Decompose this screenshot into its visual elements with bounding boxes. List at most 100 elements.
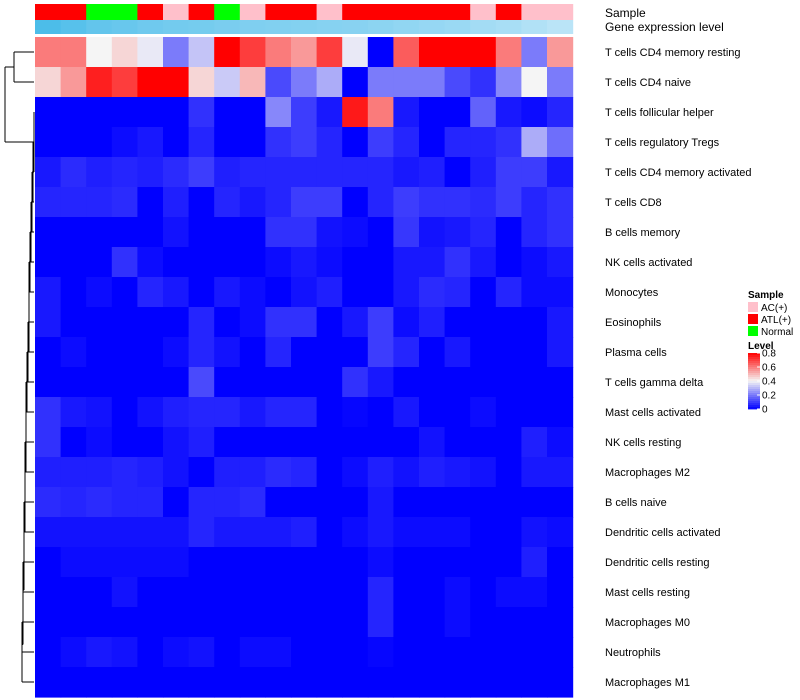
row-label: T cells CD4 naive [605,77,691,89]
heatmap-cell [214,307,241,338]
heatmap-cell [188,427,215,458]
heatmap-cell [111,67,138,98]
heatmap-cell [137,457,164,488]
heatmap-cell [419,337,446,368]
legend-tick-label: 0.6 [762,363,776,374]
heatmap-cell [137,247,164,278]
heatmap-cell [163,67,190,98]
legend-colorbar-step [748,359,760,362]
heatmap-cell [137,307,164,338]
heatmap-cell [367,127,394,158]
heatmap-cell [111,487,138,518]
heatmap-cell [367,457,394,488]
heatmap-cell [111,397,138,428]
heatmap-cell [444,217,471,248]
heatmap-cell [367,97,394,128]
heatmap-cell [86,457,113,488]
heatmap-cell [547,157,574,188]
legend-colorbar-step [748,393,760,396]
heatmap-cell [367,157,394,188]
heatmap-cell [86,37,113,68]
heatmap-cell [470,547,497,578]
heatmap-cell [265,67,292,98]
heatmap-cell [547,67,574,98]
heatmap-cell [60,97,87,128]
heatmap-cell [188,307,215,338]
heatmap-cell [342,67,369,98]
legend-colorbar-step [748,379,760,382]
heatmap-cell [521,637,548,668]
heatmap-cell [393,127,420,158]
heatmap-cell [188,247,215,278]
heatmap-cell [35,667,62,698]
heatmap-cell [188,517,215,548]
heatmap-cell [470,157,497,188]
heatmap-cell [60,667,87,698]
row-dendrogram [4,51,35,683]
heatmap-cell [444,127,471,158]
expression-annotation-cell [316,20,343,34]
heatmap-cell [495,67,522,98]
heatmap-cell [521,97,548,128]
heatmap-cell [163,607,190,638]
legend-colorbar-step [748,371,760,374]
heatmap-cell [393,427,420,458]
heatmap-cell [444,667,471,698]
heatmap-cell [137,277,164,308]
heatmap-cell [60,457,87,488]
sample-annotation-cell [163,4,190,20]
heatmap-cell [86,487,113,518]
row-label: Macrophages M0 [605,617,690,629]
heatmap-cell [188,217,215,248]
sample-annotation-cell [239,4,266,20]
heatmap-cell [393,397,420,428]
heatmap-cell [367,337,394,368]
heatmap-cell [163,487,190,518]
heatmap-cell [444,247,471,278]
heatmap-cell [367,427,394,458]
heatmap-cell [316,487,343,518]
heatmap-cell [35,277,62,308]
heatmap-cell [547,247,574,278]
heatmap-cell [444,157,471,188]
heatmap-cell [35,157,62,188]
heatmap-cell [470,487,497,518]
heatmap-cell [316,607,343,638]
heatmap-cell [111,367,138,398]
heatmap-cell [163,247,190,278]
heatmap-cell [60,397,87,428]
heatmap-cell [342,187,369,218]
heatmap-cell [35,457,62,488]
heatmap-cell [163,577,190,608]
heatmap-cell [137,397,164,428]
heatmap-cell [239,427,266,458]
heatmap-cell [547,577,574,608]
expression-annotation-cell [265,20,292,34]
heatmap-cell [495,577,522,608]
heatmap-cell [60,277,87,308]
heatmap-cell [188,547,215,578]
heatmap-cell [239,547,266,578]
heatmap-cell [111,547,138,578]
heatmap-cell [111,637,138,668]
heatmap-cell [444,427,471,458]
legend-tick-label: 0.2 [762,391,776,402]
heatmap-cell [60,37,87,68]
heatmap-cell [470,427,497,458]
legend-colorbar-step [748,353,760,356]
heatmap-cell [470,97,497,128]
heatmap-cell [393,577,420,608]
heatmap-cell [214,397,241,428]
annotation-title-expression: Gene expression level [605,20,724,34]
sample-annotation-cell [137,4,164,20]
heatmap-cell [291,607,318,638]
heatmap-cell [291,577,318,608]
heatmap-cell [265,427,292,458]
heatmap-cell [444,577,471,608]
heatmap-cell [547,187,574,218]
row-label: Mast cells activated [605,407,701,419]
legend-colorbar-step [748,401,760,404]
heatmap-cell [470,307,497,338]
heatmap-cell [137,337,164,368]
sample-annotation-cell [111,4,138,20]
